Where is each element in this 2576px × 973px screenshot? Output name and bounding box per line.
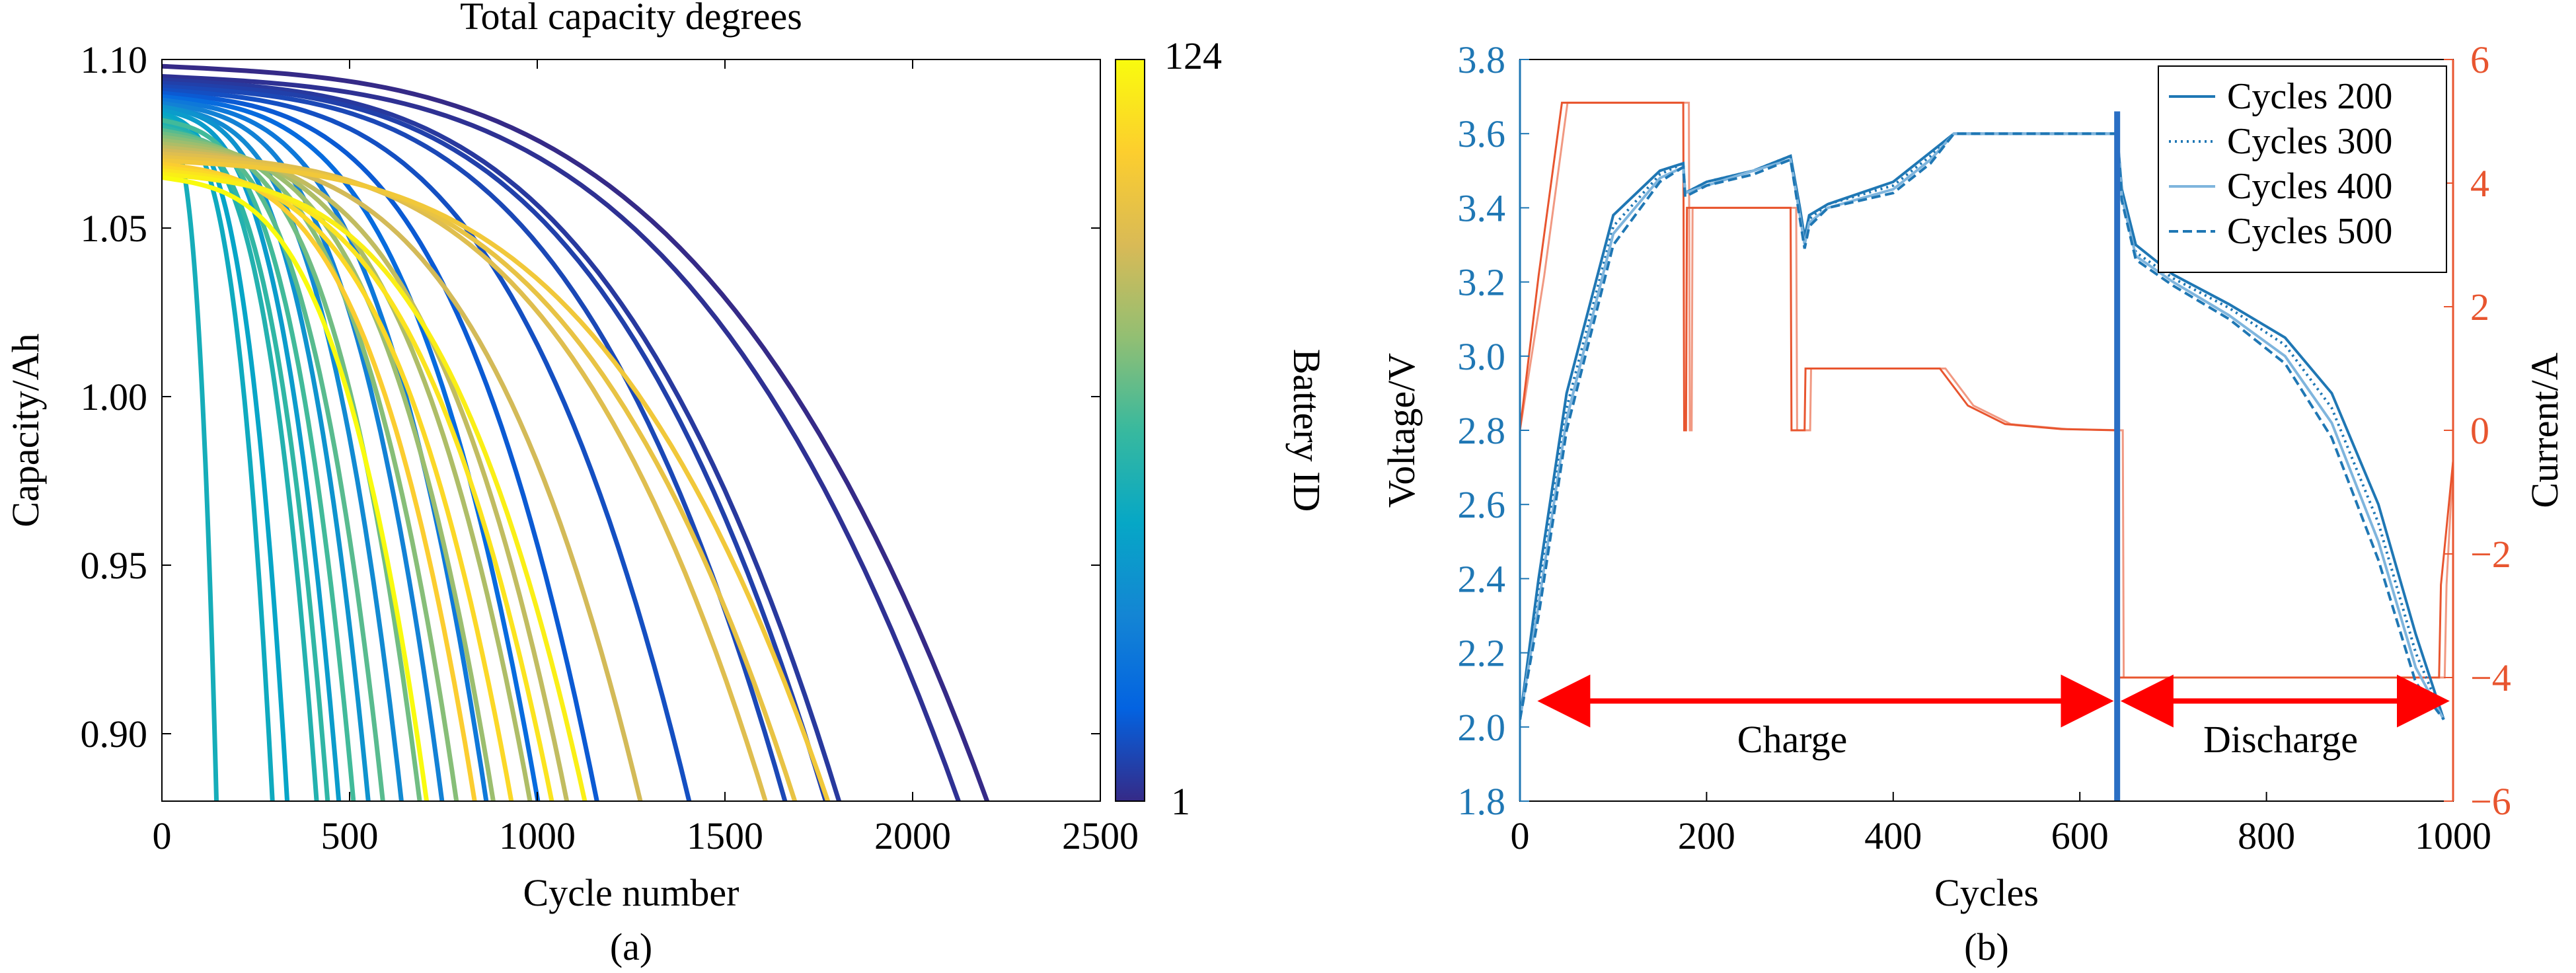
capacity-curve — [162, 104, 371, 801]
capacity-curve — [162, 94, 541, 801]
legend-box — [2158, 65, 2447, 273]
y-tick-label-right: −4 — [2470, 656, 2511, 699]
panel-b-plot-area — [1520, 101, 2453, 801]
panel-b-y-axis-label: Voltage/V — [1380, 353, 1423, 508]
capacity-curve — [162, 77, 842, 801]
capacity-curve — [162, 84, 788, 801]
charge-label: Charge — [1737, 718, 1847, 761]
panel-a-y-axis-label: Capacity/Ah — [4, 333, 47, 527]
panel-b-y-axis-right-label: Current/A — [2523, 352, 2566, 508]
y-tick-label-right: 6 — [2470, 38, 2489, 81]
y-tick-label: 3.8 — [1458, 38, 1506, 81]
y-tick-label: 2.4 — [1458, 557, 1506, 600]
panel-b-x-axis-label: Cycles — [1934, 871, 2039, 914]
y-tick-label: 1.8 — [1458, 780, 1506, 823]
voltage-curve — [1520, 132, 2445, 720]
capacity-curve — [162, 74, 962, 801]
colorbar — [1115, 59, 1145, 802]
panel-a-frame — [161, 59, 1101, 802]
y-tick-label: 2.2 — [1458, 632, 1506, 675]
panel-b-ticks: 0 200 400 600 800 1000 1.8 2.0 2.2 2.4 2.6 2.8 3.0 3.… — [1458, 38, 2511, 857]
x-tick-label: 2000 — [874, 814, 951, 857]
capacity-curve — [162, 108, 342, 801]
x-tick-label: 1000 — [499, 814, 576, 857]
colorbar-min-label: 1 — [1171, 780, 1190, 823]
y-tick-label: 1.00 — [81, 375, 148, 418]
voltage-curve — [1520, 132, 2445, 720]
panel-a-caption: (a) — [610, 925, 652, 968]
capacity-curve — [162, 168, 554, 801]
panel-b-caption: (b) — [1964, 925, 2009, 968]
y-tick-label-right: 2 — [2470, 286, 2489, 329]
legend: Cycles 200 Cycles 300 Cycles 400 Cycles … — [2158, 65, 2447, 273]
capacity-curve — [162, 151, 768, 801]
y-tick-label: 3.6 — [1458, 112, 1506, 155]
x-tick-label: 2500 — [1062, 814, 1139, 857]
y-tick-label: 0.95 — [81, 544, 148, 587]
capacity-curve — [162, 63, 990, 801]
legend-label-cycles-400: Cycles 400 — [2227, 166, 2392, 207]
y-tick-label: 2.6 — [1458, 483, 1506, 526]
capacity-curve — [162, 81, 829, 801]
x-tick-label: 0 — [153, 814, 172, 857]
x-tick-label: 400 — [1864, 814, 1922, 857]
legend-label-cycles-200: Cycles 200 — [2227, 76, 2392, 117]
capacity-curve — [162, 87, 692, 801]
panel-b: 0 200 400 600 800 1000 1.8 2.0 2.2 2.4 2.6 2.8 3.0 3.… — [1380, 38, 2566, 968]
x-tick-label: 600 — [2051, 814, 2109, 857]
panel-a-x-axis-label: Cycle number — [523, 871, 739, 914]
x-tick-label: 1000 — [2415, 814, 2491, 857]
capacity-curve — [162, 158, 831, 801]
legend-label-cycles-300: Cycles 300 — [2227, 121, 2392, 162]
voltage-curve — [1520, 132, 2445, 720]
y-tick-label-right: −2 — [2470, 533, 2511, 576]
y-tick-label-right: 4 — [2470, 162, 2489, 205]
voltage-curve — [1520, 132, 2445, 720]
panel-a-title: Total capacity degrees — [460, 0, 802, 38]
x-tick-label: 500 — [321, 814, 379, 857]
y-tick-label-right: −6 — [2470, 780, 2511, 823]
y-tick-label: 3.4 — [1458, 186, 1506, 229]
colorbar-max-label: 124 — [1164, 34, 1222, 77]
legend-label-cycles-500: Cycles 500 — [2227, 211, 2392, 252]
x-tick-label: 0 — [1511, 814, 1530, 857]
capacity-curve — [162, 131, 422, 801]
x-tick-label: 200 — [1678, 814, 1735, 857]
y-tick-label: 3.0 — [1458, 335, 1506, 378]
capacity-curve — [162, 171, 587, 801]
panel-a: Total capacity degrees 0 500 1000 1500 2000 2… — [4, 0, 1328, 968]
y-tick-label-right: 0 — [2470, 409, 2489, 452]
capacity-curve — [162, 111, 290, 801]
y-tick-label: 3.2 — [1458, 261, 1506, 304]
panel-a-plot-area — [162, 63, 990, 801]
y-tick-label: 2.8 — [1458, 409, 1506, 452]
capacity-curve — [162, 175, 430, 801]
discharge-label: Discharge — [2203, 718, 2358, 761]
colorbar-label: Battery ID — [1285, 349, 1328, 512]
y-tick-label: 1.10 — [81, 38, 148, 81]
capacity-curve — [162, 155, 798, 801]
y-tick-label: 0.90 — [81, 713, 148, 756]
panel-a-ticks: 0 500 1000 1500 2000 2500 0.90 0.95 1.00 1.05 1.10 — [81, 38, 1139, 857]
y-tick-label: 1.05 — [81, 207, 148, 250]
x-tick-label: 1500 — [687, 814, 763, 857]
x-tick-label: 800 — [2238, 814, 2295, 857]
y-tick-label: 2.0 — [1458, 706, 1506, 749]
